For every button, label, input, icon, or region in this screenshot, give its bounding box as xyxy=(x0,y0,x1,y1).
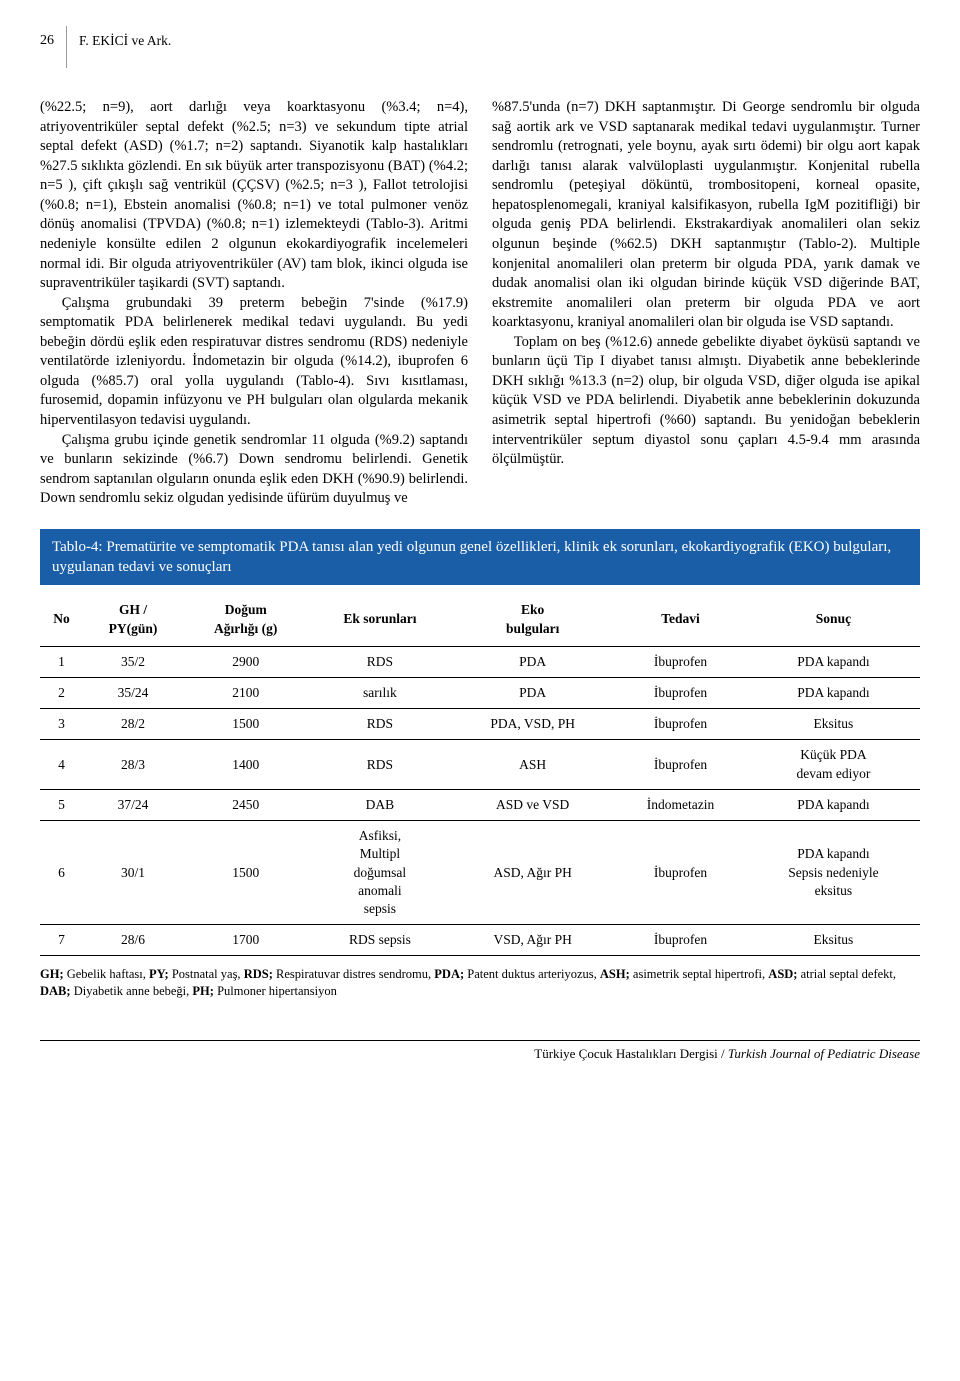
left-p3: Çalışma grubu içinde genetik sendromlar … xyxy=(40,431,468,509)
table-cell: 28/3 xyxy=(83,740,183,789)
table-cell: 35/2 xyxy=(83,646,183,677)
table-row: 630/11500Asfiksi,Multipldoğumsalanomalis… xyxy=(40,821,920,925)
table-header-cell: Ekobulguları xyxy=(451,593,614,646)
page-footer: Türkiye Çocuk Hastalıkları Dergisi / Tur… xyxy=(40,1040,920,1063)
table-cell: Eksitus xyxy=(747,925,920,956)
table-cell: 37/24 xyxy=(83,789,183,820)
header-divider xyxy=(66,26,67,68)
author-header: F. EKİCİ ve Ark. xyxy=(79,30,171,50)
table-cell: ASD, Ağır PH xyxy=(451,821,614,925)
table-cell: sarılık xyxy=(309,677,452,708)
table-row: 728/61700RDS sepsisVSD, Ağır PHİbuprofen… xyxy=(40,925,920,956)
table-row: 328/21500RDSPDA, VSD, PHİbuprofenEksitus xyxy=(40,709,920,740)
table-cell: 1700 xyxy=(183,925,309,956)
right-p1: %87.5'unda (n=7) DKH saptanmıştır. Di Ge… xyxy=(492,98,920,333)
table-cell: İbuprofen xyxy=(614,646,747,677)
table-cell: İbuprofen xyxy=(614,821,747,925)
table-cell: 35/24 xyxy=(83,677,183,708)
table-cell: RDS xyxy=(309,646,452,677)
table-cell: PDA kapandı xyxy=(747,646,920,677)
table-cell: İndometazin xyxy=(614,789,747,820)
table-cell: İbuprofen xyxy=(614,709,747,740)
left-p1: (%22.5; n=9), aort darlığı veya koarktas… xyxy=(40,98,468,294)
right-column: %87.5'unda (n=7) DKH saptanmıştır. Di Ge… xyxy=(492,98,920,509)
table-header-cell: Sonuç xyxy=(747,593,920,646)
page-number: 26 xyxy=(40,30,54,51)
table-header-cell: Tedavi xyxy=(614,593,747,646)
body-columns: (%22.5; n=9), aort darlığı veya koarktas… xyxy=(40,98,920,509)
table-cell: İbuprofen xyxy=(614,677,747,708)
table-cell: 7 xyxy=(40,925,83,956)
table-header-cell: Ek sorunları xyxy=(309,593,452,646)
table-cell: 1500 xyxy=(183,709,309,740)
table-cell: 1500 xyxy=(183,821,309,925)
table-cell: Eksitus xyxy=(747,709,920,740)
table-cell: PDA kapandı xyxy=(747,677,920,708)
right-p2: Toplam on beş (%12.6) annede gebelikte d… xyxy=(492,333,920,470)
table-cell: 28/6 xyxy=(83,925,183,956)
page-header: 26 F. EKİCİ ve Ark. xyxy=(40,30,920,68)
table-cell: 30/1 xyxy=(83,821,183,925)
table-cell: PDA xyxy=(451,677,614,708)
table-cell: PDA xyxy=(451,646,614,677)
table-cell: 2900 xyxy=(183,646,309,677)
left-column: (%22.5; n=9), aort darlığı veya koarktas… xyxy=(40,98,468,509)
table-cell: İbuprofen xyxy=(614,740,747,789)
table-cell: PDA, VSD, PH xyxy=(451,709,614,740)
table-header-cell: DoğumAğırlığı (g) xyxy=(183,593,309,646)
table-cell: Küçük PDAdevam ediyor xyxy=(747,740,920,789)
table-row: 135/22900RDSPDAİbuprofenPDA kapandı xyxy=(40,646,920,677)
table-cell: 6 xyxy=(40,821,83,925)
table-row: 428/31400RDSASHİbuprofenKüçük PDAdevam e… xyxy=(40,740,920,789)
table-cell: ASD ve VSD xyxy=(451,789,614,820)
table-cell: 3 xyxy=(40,709,83,740)
table-cell: 2 xyxy=(40,677,83,708)
table-cell: 1400 xyxy=(183,740,309,789)
data-table: NoGH /PY(gün)DoğumAğırlığı (g)Ek sorunla… xyxy=(40,593,920,956)
table-cell: VSD, Ağır PH xyxy=(451,925,614,956)
abbreviations: GH; Gebelik haftası, PY; Postnatal yaş, … xyxy=(40,966,920,1000)
table-cell: RDS sepsis xyxy=(309,925,452,956)
table-cell: PDA kapandıSepsis nedeniyleeksitus xyxy=(747,821,920,925)
left-p2: Çalışma grubundaki 39 preterm bebeğin 7'… xyxy=(40,294,468,431)
table-header-cell: No xyxy=(40,593,83,646)
table-cell: DAB xyxy=(309,789,452,820)
table-header-cell: GH /PY(gün) xyxy=(83,593,183,646)
table-cell: 4 xyxy=(40,740,83,789)
table-cell: PDA kapandı xyxy=(747,789,920,820)
table-cell: 5 xyxy=(40,789,83,820)
table-cell: Asfiksi,Multipldoğumsalanomalisepsis xyxy=(309,821,452,925)
table-cell: 1 xyxy=(40,646,83,677)
table-row: 235/242100sarılıkPDAİbuprofenPDA kapandı xyxy=(40,677,920,708)
table-cell: 2100 xyxy=(183,677,309,708)
table-cell: RDS xyxy=(309,709,452,740)
table-cell: RDS xyxy=(309,740,452,789)
footer-en: Turkish Journal of Pediatric Disease xyxy=(728,1046,920,1061)
table-cell: 28/2 xyxy=(83,709,183,740)
table-title: Tablo-4: Prematürite ve semptomatik PDA … xyxy=(40,529,920,586)
table-cell: ASH xyxy=(451,740,614,789)
footer-tr: Türkiye Çocuk Hastalıkları Dergisi / xyxy=(534,1046,728,1061)
table-row: 537/242450DABASD ve VSDİndometazinPDA ka… xyxy=(40,789,920,820)
table-cell: 2450 xyxy=(183,789,309,820)
table-cell: İbuprofen xyxy=(614,925,747,956)
